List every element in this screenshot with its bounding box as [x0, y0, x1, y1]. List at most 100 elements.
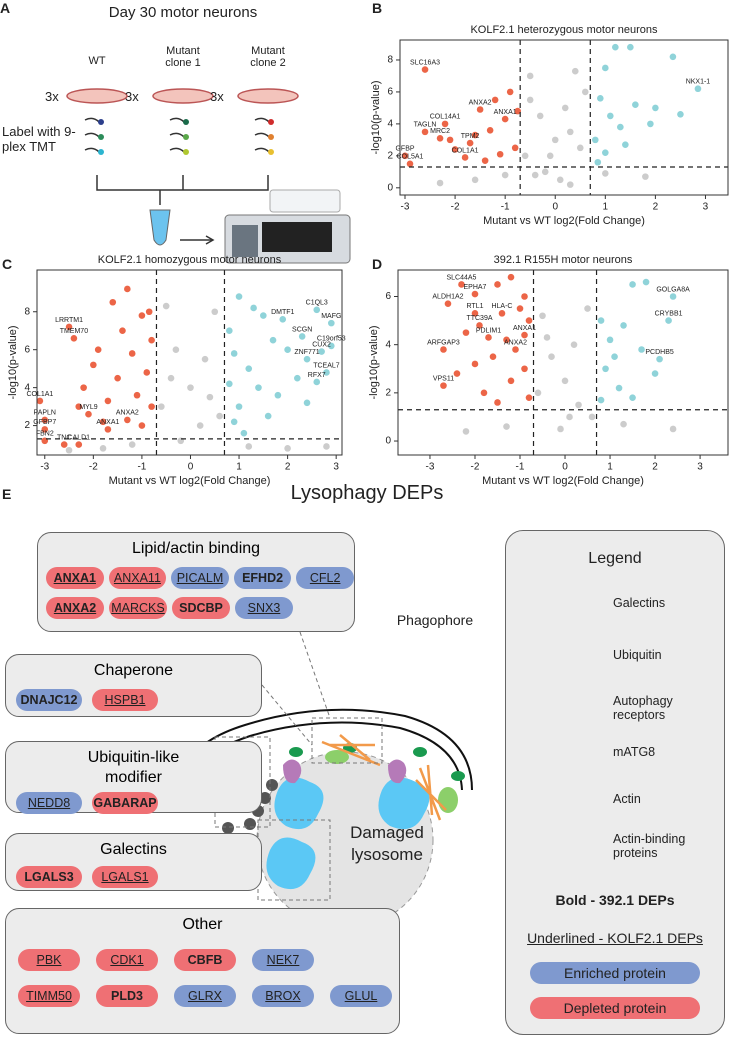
- point: [521, 293, 528, 300]
- point-label: ANXA1: [96, 419, 119, 426]
- ms-panel: [262, 222, 332, 252]
- point-label: TAGLN: [414, 122, 437, 129]
- point: [496, 150, 504, 158]
- dish: [152, 88, 214, 104]
- point-label: RFX7: [308, 372, 326, 379]
- point: [575, 401, 582, 409]
- volcano-chart: KOLF2.1 heterozygous motor neurons -3 -2 -1…: [370, 24, 729, 227]
- point: [471, 310, 479, 317]
- protein-pill: CBFB: [174, 949, 236, 971]
- point: [597, 95, 604, 102]
- actin: [321, 734, 447, 821]
- point-label: MAFG: [321, 313, 341, 320]
- x-tick-label: -2: [451, 202, 460, 213]
- point: [503, 336, 510, 344]
- point-label: NKX1-1: [686, 79, 711, 86]
- point-label: RTL1: [466, 303, 483, 310]
- point: [512, 346, 519, 353]
- point: [561, 104, 569, 112]
- y-tick-label: 8: [24, 306, 30, 317]
- point: [284, 445, 291, 452]
- panel-label: E: [2, 486, 12, 502]
- point-label: MRC2: [430, 128, 450, 135]
- y-tick-label: 6: [385, 291, 391, 302]
- protein-pill: LGALS3: [16, 866, 82, 888]
- point: [471, 360, 479, 368]
- point: [226, 327, 233, 335]
- tag: [183, 149, 189, 155]
- point: [494, 281, 501, 288]
- point: [629, 394, 636, 401]
- point: [65, 323, 73, 331]
- protein-pill: EFHD2: [233, 567, 292, 589]
- point-label: TNC: [57, 434, 71, 441]
- point: [539, 312, 546, 320]
- point: [597, 317, 605, 324]
- point: [551, 136, 559, 144]
- point-label: GFBP: [395, 146, 414, 153]
- pill-row: ANXA2 MARCKS SDCBP SNX3: [38, 597, 354, 619]
- y-tick-label: 0: [385, 436, 391, 447]
- y-tick-label: 4: [387, 119, 393, 130]
- point: [245, 443, 253, 450]
- point-label: COL14A1: [430, 114, 461, 121]
- point: [557, 425, 564, 433]
- point-label: COL1A1: [452, 147, 479, 154]
- point: [323, 443, 330, 450]
- point: [85, 410, 92, 418]
- point: [521, 365, 528, 373]
- point-label: CRYBB1: [655, 310, 683, 317]
- panel-label: B: [372, 0, 383, 16]
- point: [206, 393, 214, 401]
- condition: Mutant clone 2: [250, 45, 286, 69]
- point: [476, 322, 483, 329]
- point: [250, 304, 257, 312]
- point: [694, 85, 702, 93]
- galectin: [378, 777, 430, 830]
- point: [602, 365, 609, 373]
- point: [313, 378, 321, 386]
- point: [611, 353, 618, 361]
- point: [541, 168, 549, 176]
- point: [521, 152, 529, 160]
- point: [323, 369, 330, 376]
- point: [421, 66, 429, 73]
- pill-row: NEDD8 GABARAP: [6, 792, 261, 814]
- point: [196, 422, 204, 429]
- condition: Mutant clone 1: [165, 45, 201, 69]
- point: [462, 329, 470, 336]
- point: [576, 144, 584, 152]
- point: [440, 346, 447, 353]
- panel-label: C: [2, 256, 13, 272]
- point: [602, 149, 609, 156]
- matg8: [289, 747, 303, 757]
- lysophagy-diagram: [179, 631, 473, 929]
- point: [669, 425, 677, 433]
- x-tick-label: 0: [562, 462, 568, 473]
- protein-pill: NEDD8: [16, 792, 82, 814]
- tag: [183, 119, 189, 125]
- point: [133, 391, 141, 399]
- dish: [237, 88, 299, 104]
- group-title: Other: [182, 916, 223, 933]
- point: [480, 389, 488, 397]
- point: [514, 107, 521, 115]
- point: [75, 441, 83, 448]
- point: [328, 342, 335, 350]
- pill-row: DNAJC12 HSPB1: [6, 689, 261, 711]
- panel-a-illustration: [66, 88, 299, 245]
- condition: WT: [88, 55, 106, 67]
- point-label: ARFGAP3: [427, 339, 460, 346]
- point: [597, 396, 605, 404]
- point: [440, 382, 447, 389]
- point: [328, 319, 335, 327]
- point: [677, 111, 684, 118]
- peptide: [84, 117, 100, 153]
- panel-label: A: [0, 0, 11, 16]
- point: [298, 333, 306, 340]
- point: [453, 370, 461, 377]
- point: [570, 341, 578, 348]
- point: [521, 331, 528, 339]
- point-label: ANXA2: [116, 410, 139, 417]
